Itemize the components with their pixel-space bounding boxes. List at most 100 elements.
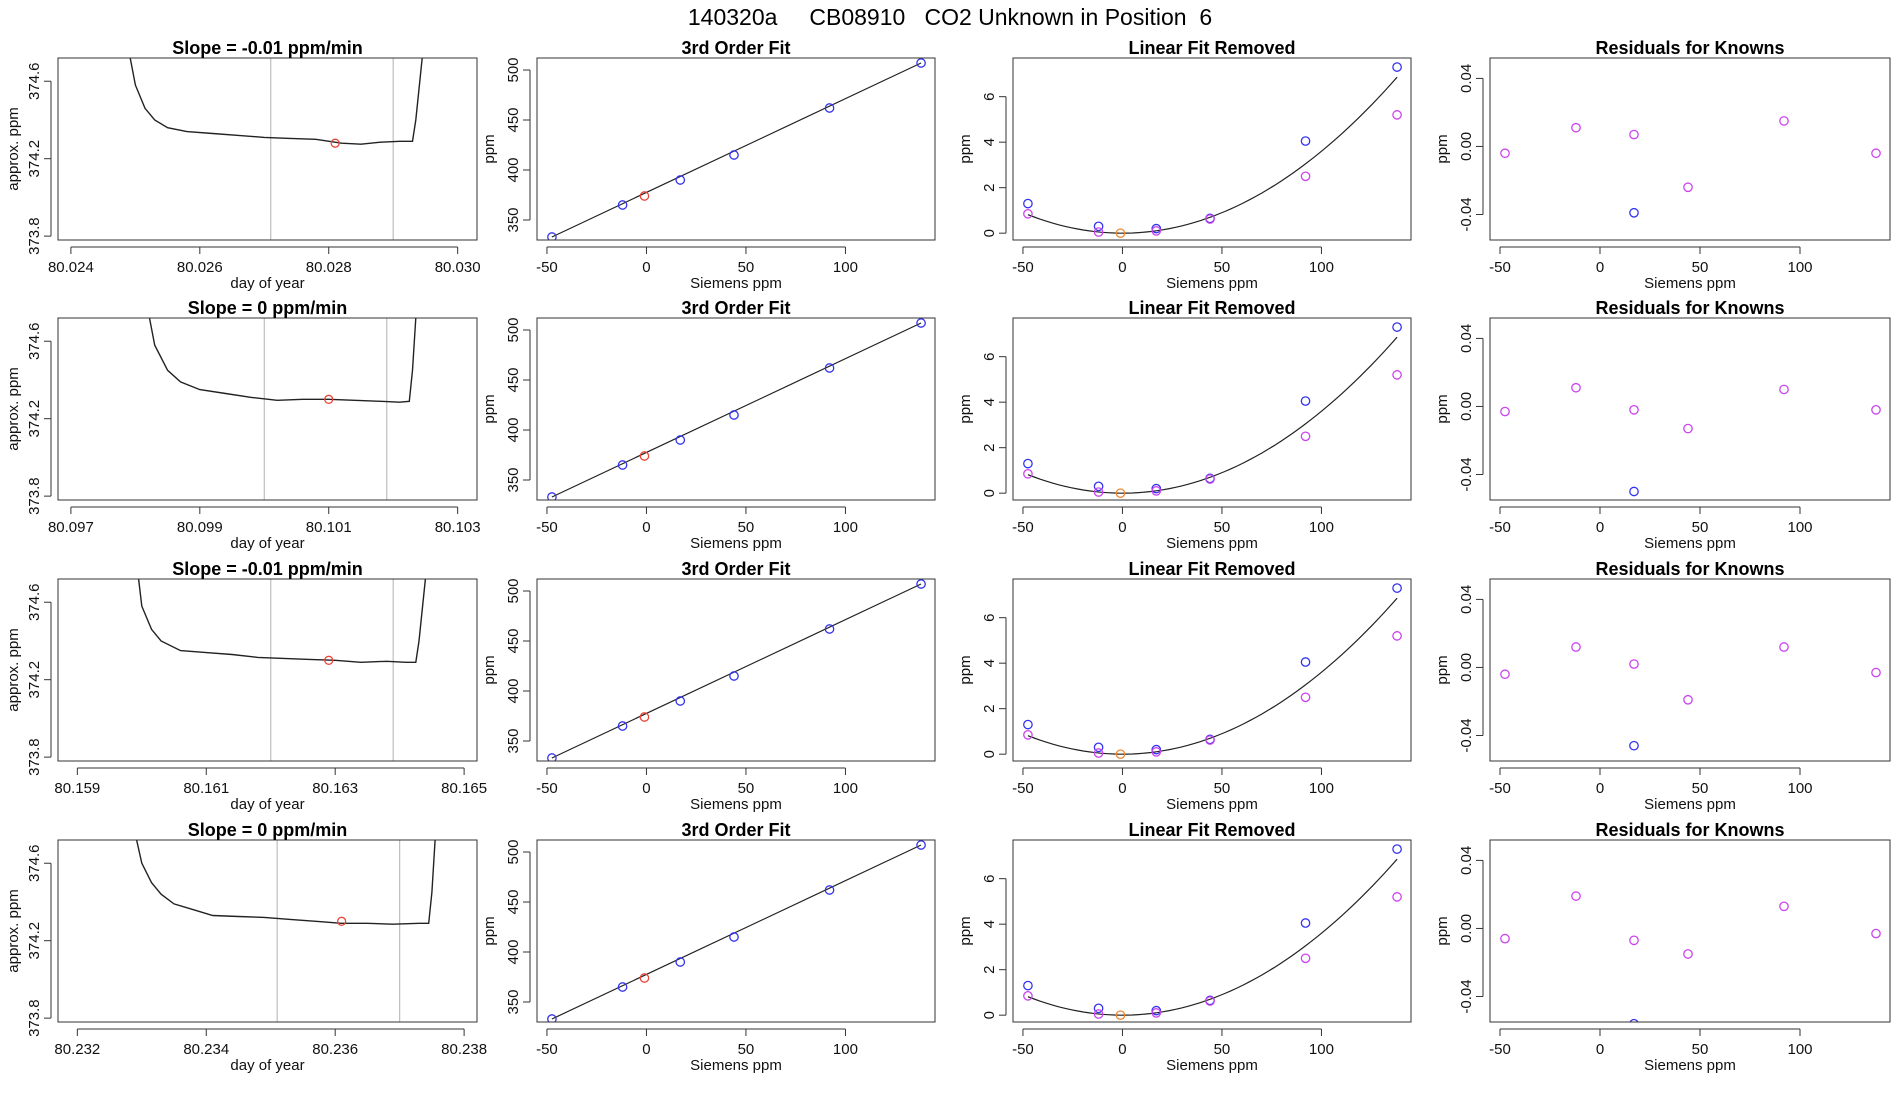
data-point: [1205, 214, 1215, 224]
chart-title: Slope = -0.01 ppm/min: [172, 559, 363, 579]
y-tick-label: 373.8: [26, 477, 43, 515]
x-tick-label: -50: [536, 1041, 558, 1058]
chart-title: Slope = 0 ppm/min: [188, 298, 348, 318]
data-point: [824, 885, 835, 895]
x-axis-label: day of year: [230, 275, 304, 292]
x-tick-label: -50: [1012, 780, 1034, 797]
x-axis-label: Siemens ppm: [1644, 275, 1736, 292]
plot-area: [1023, 62, 1402, 239]
y-tick-label: 2: [981, 705, 998, 713]
y-tick-label: 4: [981, 138, 998, 146]
data-point: [1392, 844, 1402, 854]
x-tick-label: 50: [1214, 519, 1231, 536]
x-axis-label: Siemens ppm: [1166, 535, 1258, 552]
x-tick-label: 50: [1692, 780, 1709, 797]
x-tick-label: 0: [1118, 780, 1126, 797]
chart-panel-linear_removed-row-0: -50 0 50 100 Siemens ppm 0 2 4 6 ppm Linear Fit Re…: [957, 38, 1412, 292]
x-axis-label: Siemens ppm: [690, 275, 782, 292]
x-tick-label: 100: [1309, 1041, 1334, 1058]
data-point: [1683, 694, 1693, 705]
plot-frame: [536, 317, 936, 501]
data-point: [1871, 148, 1881, 159]
y-tick-label: 500: [505, 578, 522, 603]
data-point: [1300, 918, 1311, 928]
x-tick-label: 50: [1214, 1041, 1231, 1058]
y-tick-label: 6: [981, 93, 998, 101]
data-point: [1629, 740, 1639, 751]
plot-area: [135, 840, 436, 1022]
data-point: [1093, 748, 1104, 758]
x-axis-label: Siemens ppm: [1166, 796, 1258, 813]
y-tick-label: 374.2: [26, 140, 43, 178]
chart-panel-time-row-1: 80.097 80.099 80.101 80.103 day of year 373.8…: [5, 298, 481, 552]
chart-title: Residuals for Knowns: [1595, 820, 1784, 840]
data-point: [1093, 742, 1104, 753]
data-point: [824, 103, 835, 113]
plot-frame: [1012, 317, 1412, 501]
x-tick-label: 80.232: [54, 1041, 100, 1058]
chart-title: Residuals for Knowns: [1595, 559, 1784, 579]
y-axis-label: ppm: [481, 394, 498, 423]
y-tick-label: -0.04: [1458, 457, 1475, 491]
data-point: [824, 363, 835, 373]
x-tick-label: 50: [738, 1041, 755, 1058]
data-point: [1300, 171, 1311, 182]
chart-title: 3rd Order Fit: [681, 559, 790, 579]
data-point: [1093, 1003, 1104, 1014]
data-point: [1683, 182, 1693, 193]
x-axis-label: Siemens ppm: [1644, 1057, 1736, 1074]
x-tick-label: -50: [1489, 1041, 1511, 1058]
data-point: [1115, 488, 1126, 499]
x-tick-label: 80.026: [177, 259, 223, 276]
analyzer-trace: [129, 58, 423, 145]
data-point: [1300, 657, 1311, 667]
chart-title: Slope = -0.01 ppm/min: [172, 38, 363, 58]
x-tick-label: 80.103: [435, 519, 481, 536]
x-tick-label: 100: [1309, 519, 1334, 536]
chart-panel-residuals-row-1: -50 0 50 100 Siemens ppm -0.04 0.00 0.04 ppm Resi…: [1434, 298, 1891, 552]
y-axis-label: ppm: [1434, 655, 1451, 684]
x-tick-label: 100: [833, 259, 858, 276]
data-point: [1629, 935, 1639, 946]
analyzer-trace: [148, 318, 417, 403]
data-point: [1023, 208, 1033, 219]
plot-area: [1023, 322, 1402, 499]
data-point: [1629, 486, 1639, 497]
y-tick-label: -0.04: [1458, 979, 1475, 1013]
x-tick-label: 80.165: [441, 780, 487, 797]
y-tick-label: 0: [981, 1011, 998, 1019]
x-tick-label: 80.159: [54, 780, 100, 797]
y-tick-label: 6: [981, 614, 998, 622]
y-tick-label: -0.04: [1458, 718, 1475, 752]
data-point: [1779, 642, 1789, 652]
data-point: [617, 200, 628, 210]
data-point: [1300, 396, 1311, 406]
plot-frame: [57, 57, 478, 241]
y-tick-label: 0.00: [1458, 132, 1475, 161]
data-point: [1023, 990, 1033, 1001]
data-point: [1683, 949, 1693, 959]
x-tick-label: 0: [642, 1041, 650, 1058]
fit-line: [551, 322, 922, 498]
data-point: [824, 624, 835, 634]
data-point: [1151, 226, 1162, 236]
x-tick-label: 0: [1118, 259, 1126, 276]
x-tick-label: 80.028: [306, 259, 352, 276]
x-axis-label: Siemens ppm: [1166, 275, 1258, 292]
y-tick-label: 0.04: [1458, 324, 1475, 353]
data-point: [1629, 659, 1639, 669]
data-point: [1023, 719, 1033, 730]
data-point: [675, 175, 686, 185]
plot-frame: [536, 839, 936, 1023]
data-point: [1392, 110, 1402, 120]
x-tick-label: -50: [536, 259, 558, 276]
data-point: [1093, 227, 1104, 237]
data-point: [1151, 747, 1162, 757]
x-tick-label: 0: [642, 519, 650, 536]
y-tick-label: 0: [981, 229, 998, 237]
data-point: [617, 460, 628, 470]
x-tick-label: 80.099: [177, 519, 223, 536]
x-tick-label: 0: [1596, 1041, 1604, 1058]
data-point: [1629, 1018, 1639, 1022]
y-axis-label: ppm: [957, 655, 974, 684]
